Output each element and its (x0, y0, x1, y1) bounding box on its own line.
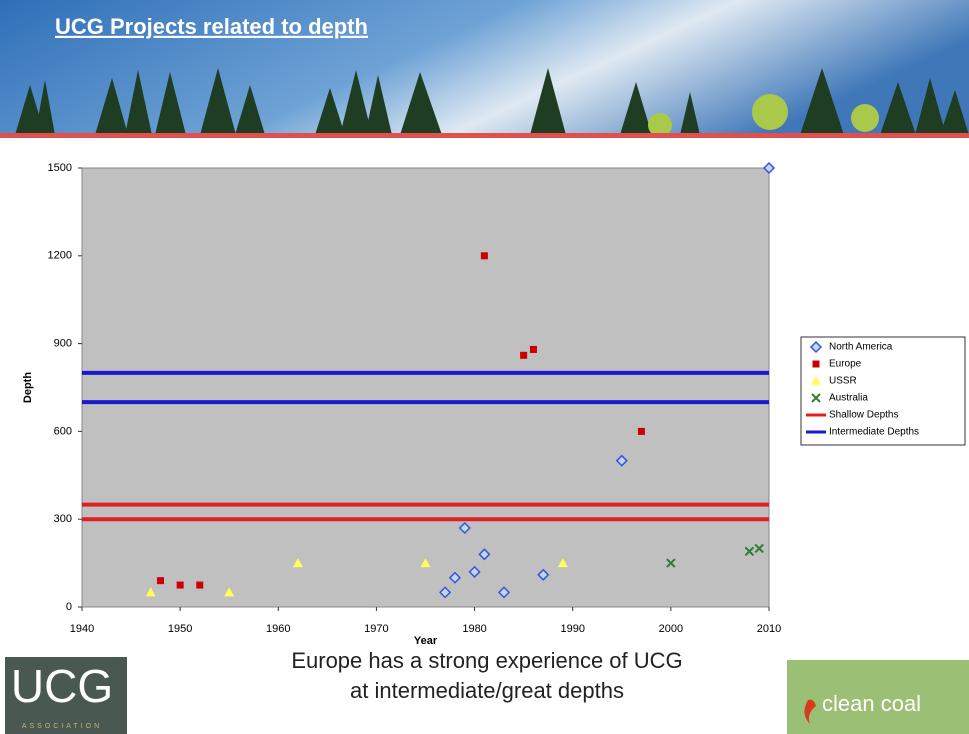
point (638, 428, 645, 435)
chart: 0 300 600 900 1200 1500 1940 1950 1960 1970 1980 19… (22, 162, 965, 647)
caption: Europe has a strong experience of UCG (291, 648, 682, 673)
point (177, 582, 184, 589)
y-tick-label: 600 (54, 425, 72, 437)
x-tick-label: 2000 (659, 623, 683, 635)
legend-swatch (813, 361, 820, 368)
legend-label: Europe (829, 359, 862, 370)
legend-label: North America (829, 342, 893, 353)
ucg-logo-text: UCG (11, 660, 113, 712)
banner-rule (0, 133, 969, 138)
x-tick-label: 1980 (462, 623, 486, 635)
point (196, 582, 203, 589)
x-tick-label: 1990 (560, 623, 584, 635)
point (157, 577, 164, 584)
plot-area (82, 168, 769, 607)
slide-title: UCG Projects related to depth (55, 14, 368, 39)
y-tick-label: 0 (66, 601, 72, 613)
y-tick-label: 300 (54, 513, 72, 525)
legend-label: USSR (829, 376, 857, 387)
point (520, 352, 527, 359)
y-tick-label: 1500 (48, 162, 72, 174)
page: UCG Projects related to depth 0 300 600 900… (0, 0, 969, 734)
legend-label: Shallow Depths (829, 410, 898, 421)
caption: at intermediate/great depths (350, 678, 624, 703)
x-tick-label: 1960 (266, 623, 290, 635)
y-axis-label: Depth (22, 372, 34, 403)
point (530, 346, 537, 353)
y-tick-label: 900 (54, 338, 72, 350)
clean-coal-text: clean coal (822, 691, 921, 716)
x-tick-label: 1970 (364, 623, 388, 635)
ucg-logo-sub: ASSOCIATION (22, 723, 102, 730)
x-tick-label: 2010 (757, 623, 781, 635)
slide: UCG Projects related to depth 0 300 600 900… (0, 0, 969, 734)
point (481, 252, 488, 259)
legend-label: Intermediate Depths (829, 427, 919, 438)
y-tick-label: 1200 (48, 250, 72, 262)
x-tick-label: 1950 (168, 623, 192, 635)
x-axis-label: Year (414, 635, 438, 647)
x-tick-label: 1940 (70, 623, 94, 635)
legend-label: Australia (829, 393, 868, 404)
